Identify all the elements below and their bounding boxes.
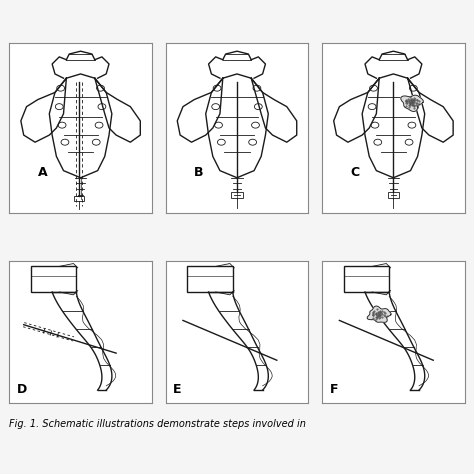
Polygon shape (401, 95, 423, 111)
Ellipse shape (58, 122, 66, 128)
Bar (187, 266, 233, 292)
Ellipse shape (405, 139, 413, 145)
Ellipse shape (215, 122, 222, 128)
Ellipse shape (95, 122, 103, 128)
Ellipse shape (55, 104, 63, 109)
Ellipse shape (212, 104, 219, 109)
Text: F: F (329, 383, 338, 396)
Ellipse shape (410, 85, 417, 91)
Text: A: A (38, 166, 47, 179)
Ellipse shape (370, 85, 377, 91)
Ellipse shape (255, 104, 262, 109)
Ellipse shape (408, 122, 416, 128)
Text: D: D (17, 383, 27, 396)
Bar (231, 192, 243, 198)
Ellipse shape (374, 139, 382, 145)
Text: B: B (194, 166, 204, 179)
Text: E: E (173, 383, 182, 396)
Ellipse shape (61, 139, 69, 145)
Ellipse shape (98, 104, 106, 109)
Ellipse shape (57, 85, 64, 91)
Polygon shape (367, 306, 391, 322)
Ellipse shape (411, 104, 419, 109)
Bar (31, 266, 76, 292)
Ellipse shape (218, 139, 225, 145)
Ellipse shape (249, 139, 256, 145)
Ellipse shape (92, 139, 100, 145)
Text: C: C (351, 166, 360, 179)
Ellipse shape (253, 85, 261, 91)
Ellipse shape (252, 122, 259, 128)
Bar (344, 266, 389, 292)
Bar (74, 196, 84, 201)
Ellipse shape (97, 85, 104, 91)
Bar (388, 192, 399, 198)
Ellipse shape (371, 122, 379, 128)
Text: Fig. 1. Schematic illustrations demonstrate steps involved in: Fig. 1. Schematic illustrations demonstr… (9, 419, 306, 429)
Ellipse shape (368, 104, 376, 109)
Ellipse shape (213, 85, 221, 91)
